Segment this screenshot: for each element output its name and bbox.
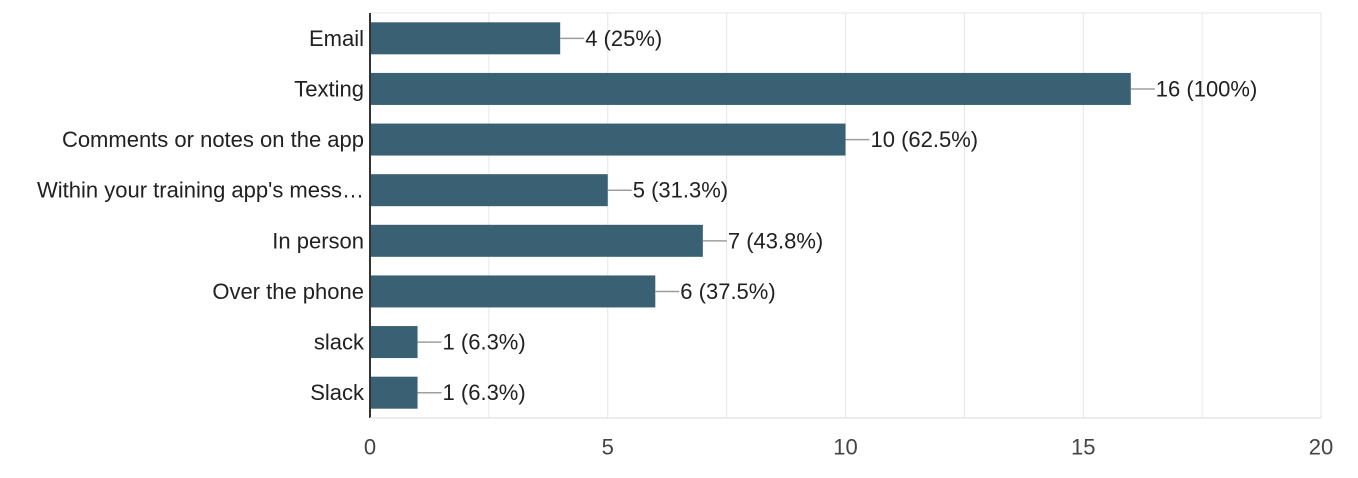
x-tick-label: 20 [1309, 435, 1333, 460]
leader-lines [417, 37, 1155, 394]
category-label: Comments or notes on the app [62, 127, 364, 152]
bar [370, 174, 608, 207]
data-label: 1 (6.3%) [443, 380, 526, 405]
category-labels: Email Texting Comments or notes on the app… [37, 26, 365, 405]
bar [370, 72, 1131, 105]
bar [370, 22, 561, 55]
data-label: 7 (43.8%) [728, 228, 823, 253]
x-tick-label: 5 [602, 435, 614, 460]
x-tick-label: 10 [833, 435, 857, 460]
bar [370, 123, 846, 156]
data-label: 10 (62.5%) [871, 127, 979, 152]
data-label: 1 (6.3%) [443, 330, 526, 355]
axes: 0 5 10 15 20 [364, 13, 1333, 460]
category-label: Email [309, 26, 364, 51]
data-label: 5 (31.3%) [633, 178, 728, 203]
data-label: 6 (37.5%) [680, 279, 775, 304]
category-label: Slack [310, 380, 365, 405]
data-label: 16 (100%) [1156, 76, 1258, 101]
category-label: In person [272, 228, 364, 253]
category-label: Texting [294, 76, 364, 101]
data-label: 4 (25%) [585, 26, 662, 51]
bar [370, 275, 656, 308]
bar [370, 326, 418, 359]
category-label: Within your training app's mess… [37, 178, 364, 203]
bar [370, 376, 418, 409]
category-label: Over the phone [212, 279, 364, 304]
category-label: slack [314, 330, 365, 355]
x-tick-label: 0 [364, 435, 376, 460]
data-labels: 4 (25%) 16 (100%) 10 (62.5%) 5 (31.3%)7 (43… [443, 26, 1258, 405]
bars [370, 22, 1131, 409]
x-tick-label: 15 [1071, 435, 1095, 460]
bar [370, 224, 703, 257]
